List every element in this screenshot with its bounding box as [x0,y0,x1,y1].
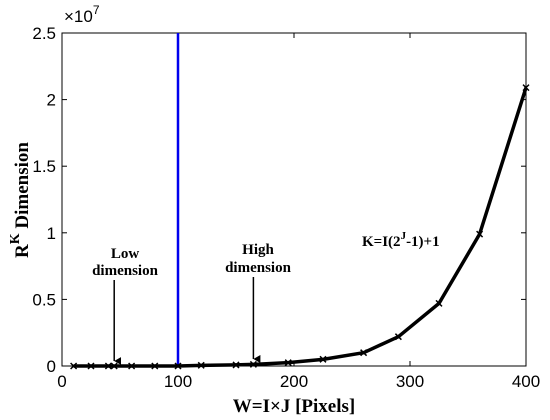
axis-ticks [61,32,527,367]
y-axis-label: RK Dimension [8,142,33,258]
x-tick-label: 400 [512,372,540,391]
data-point [394,333,402,341]
y-multiplier-exponent: 7 [93,3,100,17]
annotation-high-line1: High [242,242,274,258]
y-tick-label: 2.5 [32,24,56,43]
annotation-low-line2: dimension [92,263,159,279]
y-axis-label-sup: K [8,233,23,244]
y-multiplier: ×107 [64,3,100,26]
data-point [284,359,292,367]
y-tick-label: 1 [47,224,56,243]
y-multiplier-base: ×10 [64,7,93,26]
y-axis-label-base: R [12,244,33,258]
data-point [435,299,443,307]
x-tick-label: 100 [164,372,192,391]
data-point [174,362,182,370]
series [70,84,530,370]
data-point [151,362,159,370]
x-axis-label: W=I×J [Pixels] [233,396,355,417]
annotation-high: High dimension [225,242,292,363]
data-point [360,349,368,357]
x-tick-label: 200 [280,372,308,391]
data-point [87,362,95,370]
tick-labels: 0 100 200 300 400 0 0.5 1 1.5 2 2.5 [32,24,540,391]
annotation-low: Low dimension [92,246,159,365]
data-point [319,355,327,363]
formula-pre: K=I(2 [362,234,401,250]
x-tick-label: 0 [57,372,66,391]
y-tick-label: 0 [47,357,56,376]
annotation-high-line2: dimension [225,260,292,276]
data-point [232,361,240,369]
y-tick-label: 1.5 [32,157,56,176]
formula-annotation: K=I(2J-1)+1 [362,230,440,250]
data-point [522,84,530,92]
annotation-low-line1: Low [111,246,140,262]
data-point [197,361,205,369]
data-point [104,362,112,370]
plot-area [61,32,527,367]
y-tick-label: 2 [47,91,56,110]
formula-sup: J [401,230,407,242]
y-tick-label: 0.5 [32,290,56,309]
formula-post: -1)+1 [406,234,440,250]
data-point [476,230,484,238]
data-point [70,362,78,370]
data-point [128,362,136,370]
x-tick-label: 300 [396,372,424,391]
y-axis-label-rest: Dimension [12,142,33,234]
